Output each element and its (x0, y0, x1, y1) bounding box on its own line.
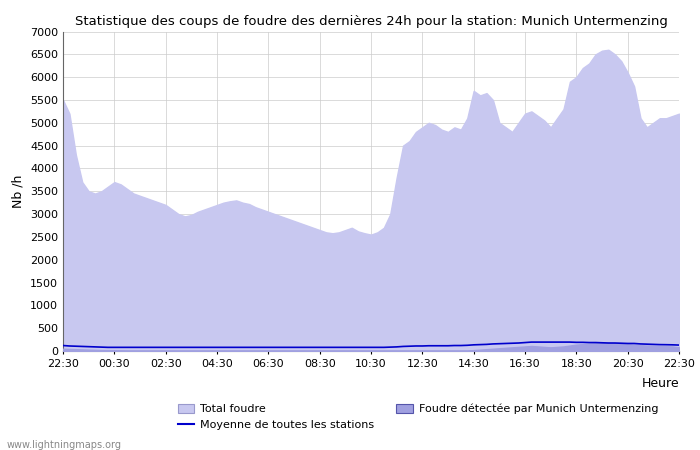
Text: Heure: Heure (641, 377, 679, 390)
Legend: Total foudre, Moyenne de toutes les stations, Foudre détectée par Munich Unterme: Total foudre, Moyenne de toutes les stat… (174, 400, 662, 435)
Title: Statistique des coups de foudre des dernières 24h pour la station: Munich Unterm: Statistique des coups de foudre des dern… (75, 14, 667, 27)
Text: www.lightningmaps.org: www.lightningmaps.org (7, 440, 122, 450)
Y-axis label: Nb /h: Nb /h (11, 175, 25, 208)
